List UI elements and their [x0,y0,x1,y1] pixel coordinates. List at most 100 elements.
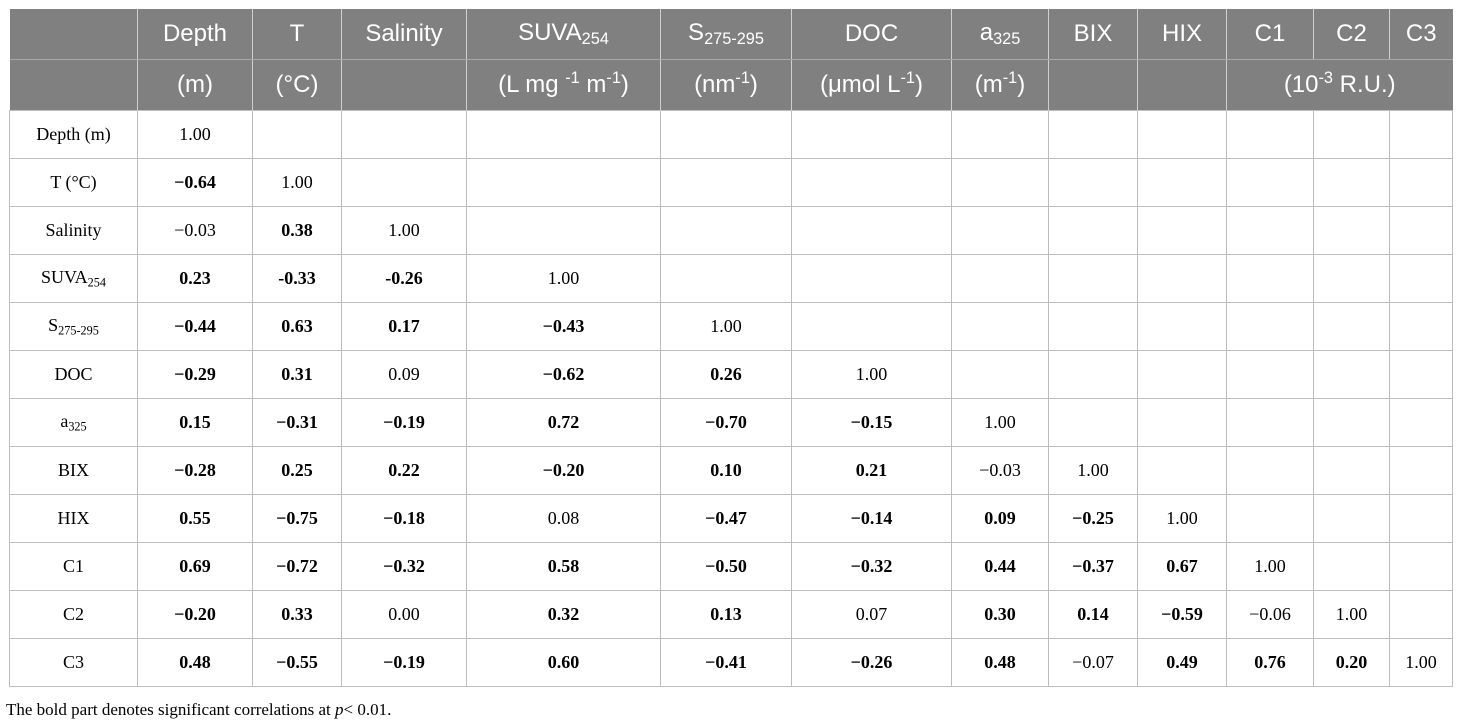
header-depth: Depth [137,9,253,60]
empty-cell [1389,350,1453,399]
correlation-cell: 0.32 [466,590,661,639]
correlation-cell: −0.62 [466,350,661,399]
table-row: a325 0.15 −0.31 −0.19 0.72 −0.70 −0.15 1.00 [9,398,1453,447]
correlation-cell: 0.48 [137,638,253,687]
empty-cell [1313,206,1390,255]
row-label: BIX [9,446,138,495]
row-label: C1 [9,542,138,591]
header-corner [9,9,138,60]
empty-cell [1137,350,1227,399]
empty-cell [1137,446,1227,495]
empty-cell [951,110,1049,159]
correlation-cell: 0.60 [466,638,661,687]
footnote-text: The bold part denotes significant correl… [6,700,336,719]
empty-cell [791,158,952,207]
correlation-cell: 0.38 [252,206,342,255]
correlation-cell: -0.26 [341,254,467,303]
correlation-cell: −0.75 [252,494,342,543]
empty-cell [1313,254,1390,303]
unit-s275-295: (nm-1) [660,59,792,111]
empty-cell [951,302,1049,351]
correlation-cell: 0.67 [1137,542,1227,591]
correlation-cell: 0.17 [341,302,467,351]
correlation-cell: 0.14 [1048,590,1138,639]
correlation-cell: 0.20 [1313,638,1390,687]
empty-cell [1389,158,1453,207]
empty-cell [1226,302,1314,351]
correlation-table: Depth T Salinity SUVA254 S275-295 DOC a3… [9,9,1453,687]
correlation-cell: −0.43 [466,302,661,351]
empty-cell [1226,446,1314,495]
table-row: C2 −0.20 0.33 0.00 0.32 0.13 0.07 0.30 0.14 −0.59… [9,590,1453,639]
empty-cell [1313,398,1390,447]
unit-hix [1137,59,1227,111]
empty-cell [1313,110,1390,159]
correlation-cell: −0.29 [137,350,253,399]
correlation-cell: −0.55 [252,638,342,687]
correlation-cell: −0.18 [341,494,467,543]
table-body: Depth (m) 1.00 T (°C) −0.64 1.00 Salinity −0.0… [9,110,1453,687]
empty-cell [1048,398,1138,447]
header-c1: C1 [1226,9,1314,60]
unit-suva254: (L mg -1 m-1) [466,59,661,111]
correlation-cell: 0.33 [252,590,342,639]
correlation-cell: 1.00 [1226,542,1314,591]
empty-cell [1048,302,1138,351]
correlation-cell: −0.70 [660,398,792,447]
empty-cell [660,206,792,255]
row-label: C2 [9,590,138,639]
correlation-cell: −0.25 [1048,494,1138,543]
header-c2: C2 [1313,9,1390,60]
unit-doc: (μmol L-1) [791,59,952,111]
correlation-cell: 1.00 [1048,446,1138,495]
correlation-cell: 1.00 [951,398,1049,447]
empty-cell [1048,254,1138,303]
correlation-cell: −0.47 [660,494,792,543]
empty-cell [1313,302,1390,351]
correlation-cell: 0.15 [137,398,253,447]
correlation-cell: −0.44 [137,302,253,351]
correlation-cell: −0.19 [341,398,467,447]
table-row: C3 0.48 −0.55 −0.19 0.60 −0.41 −0.26 0.48 −0.07 0… [9,638,1453,687]
correlation-cell: 0.09 [341,350,467,399]
empty-cell [1137,302,1227,351]
empty-cell [1226,398,1314,447]
table-row: SUVA254 0.23 -0.33 -0.26 1.00 [9,254,1453,303]
empty-cell [1048,158,1138,207]
empty-cell [791,302,952,351]
empty-cell [466,110,661,159]
empty-cell [1389,446,1453,495]
empty-cell [252,110,342,159]
correlation-cell: −0.32 [791,542,952,591]
table-row: BIX −0.28 0.25 0.22 −0.20 0.10 0.21 −0.03 1.00 [9,446,1453,495]
correlation-cell: 0.00 [341,590,467,639]
empty-cell [1313,158,1390,207]
header-suva254: SUVA254 [466,9,661,60]
correlation-cell: 0.09 [951,494,1049,543]
unit-a325: (m-1) [951,59,1049,111]
empty-cell [1313,542,1390,591]
empty-cell [1389,494,1453,543]
empty-cell [1226,158,1314,207]
empty-cell [1226,494,1314,543]
correlation-cell: 0.63 [252,302,342,351]
correlation-cell: -0.33 [252,254,342,303]
correlation-cell: 1.00 [341,206,467,255]
empty-cell [1313,446,1390,495]
header-c3: C3 [1389,9,1453,60]
empty-cell [1137,398,1227,447]
footnote-threshold: < 0.01. [343,700,392,719]
correlation-cell: 0.58 [466,542,661,591]
correlation-cell: 0.31 [252,350,342,399]
row-label: HIX [9,494,138,543]
correlation-cell: −0.26 [791,638,952,687]
correlation-cell: −0.03 [137,206,253,255]
header-s275-295: S275-295 [660,9,792,60]
row-label: Salinity [9,206,138,255]
empty-cell [1226,350,1314,399]
correlation-cell: −0.72 [252,542,342,591]
correlation-cell: −0.50 [660,542,792,591]
empty-cell [1048,206,1138,255]
footnote-p-symbol: p [335,700,344,719]
empty-cell [1389,302,1453,351]
